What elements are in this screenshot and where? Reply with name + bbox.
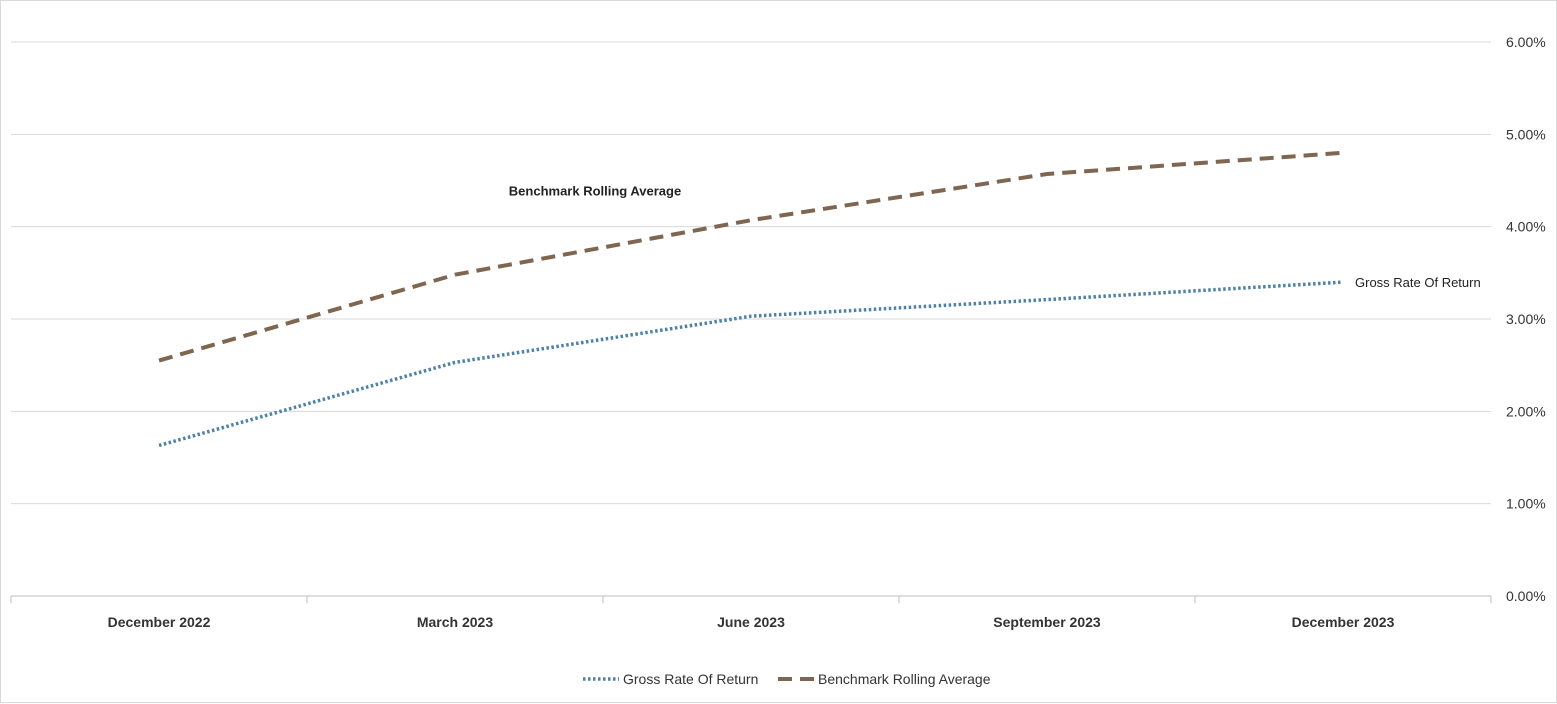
x-tick-label: March 2023 bbox=[417, 614, 493, 630]
gridlines bbox=[11, 41, 1491, 505]
y-tick-label: 5.00% bbox=[1506, 126, 1546, 142]
data-point bbox=[750, 315, 753, 318]
x-tick-label: September 2023 bbox=[993, 614, 1101, 630]
annotation-gross-rate-of-return: Gross Rate Of Return bbox=[1355, 275, 1481, 290]
y-tick-label: 6.00% bbox=[1506, 34, 1546, 50]
data-point bbox=[454, 273, 457, 276]
x-axis-tick-labels: December 2022 March 2023 June 2023 Septembe… bbox=[108, 614, 1395, 630]
series-lines bbox=[158, 150, 1345, 448]
data-point bbox=[1342, 281, 1345, 284]
series-line-gross-rate-of-return bbox=[158, 280, 1344, 448]
legend-label: Gross Rate Of Return bbox=[623, 671, 758, 687]
data-point bbox=[454, 361, 457, 364]
y-tick-label: 3.00% bbox=[1506, 311, 1546, 327]
data-point bbox=[158, 359, 161, 362]
x-axis bbox=[10, 595, 1492, 603]
data-point bbox=[750, 219, 753, 222]
y-axis-tick-labels: 0.00% 1.00% 2.00% 3.00% 4.00% 5.00% 6.00% bbox=[1506, 34, 1546, 604]
x-tick-label: June 2023 bbox=[717, 614, 785, 630]
annotations: Benchmark Rolling Average Gross Rate Of R… bbox=[509, 184, 1481, 290]
y-tick-label: 2.00% bbox=[1506, 403, 1546, 419]
x-tick-label: December 2022 bbox=[108, 614, 211, 630]
y-tick-label: 0.00% bbox=[1506, 588, 1546, 604]
y-tick-label: 1.00% bbox=[1506, 496, 1546, 512]
data-point bbox=[1046, 298, 1049, 301]
data-point bbox=[1046, 173, 1049, 176]
y-tick-label: 4.00% bbox=[1506, 219, 1546, 235]
data-point bbox=[1342, 151, 1345, 154]
data-point bbox=[158, 444, 161, 447]
annotation-benchmark-rolling-average: Benchmark Rolling Average bbox=[509, 184, 681, 199]
legend: Gross Rate Of Return Benchmark Rolling Av… bbox=[583, 671, 991, 687]
series-line-benchmark-rolling-average bbox=[158, 150, 1344, 363]
x-tick-label: December 2023 bbox=[1292, 614, 1395, 630]
legend-label: Benchmark Rolling Average bbox=[818, 671, 991, 687]
